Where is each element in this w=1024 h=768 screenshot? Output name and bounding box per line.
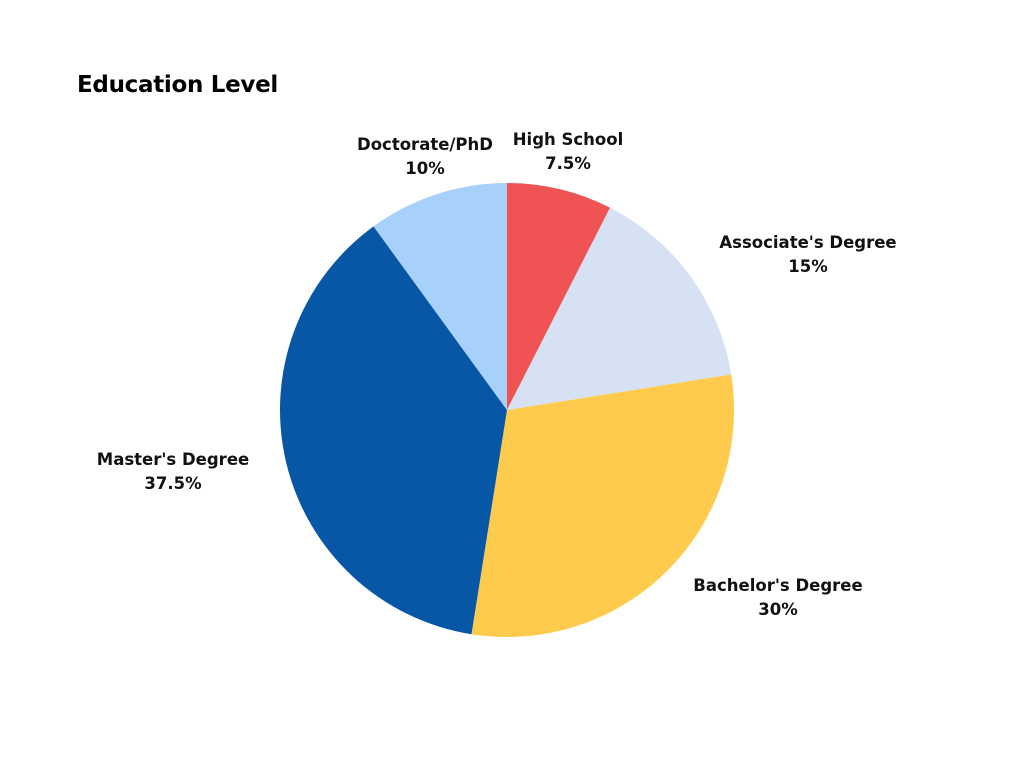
pie-slice-associate-s-degree xyxy=(507,207,732,410)
pie-slices xyxy=(279,182,735,638)
slice-label: Master's Degree xyxy=(97,450,249,469)
chart-title: Education Level xyxy=(77,72,278,98)
pie-slice-high-school xyxy=(507,182,611,410)
slice-label: High School xyxy=(513,130,624,149)
pie-slice-doctorate-phd xyxy=(373,183,507,410)
slice-value-label: 7.5% xyxy=(545,154,591,173)
slice-value-label: 15% xyxy=(788,257,828,276)
slice-value-label: 10% xyxy=(405,159,445,178)
slice-value-label: 37.5% xyxy=(144,474,202,493)
slice-value-label: 30% xyxy=(758,600,798,619)
pie-slice-bachelor-s-degree xyxy=(471,374,735,638)
pie-labels: High School 7.5% Associate's Degree 15% Bach… xyxy=(97,130,897,619)
slice-label: Doctorate/PhD xyxy=(357,135,493,154)
slice-label: Associate's Degree xyxy=(719,233,896,252)
slice-label: Bachelor's Degree xyxy=(693,576,862,595)
pie-slice-master-s-degree xyxy=(279,226,507,635)
